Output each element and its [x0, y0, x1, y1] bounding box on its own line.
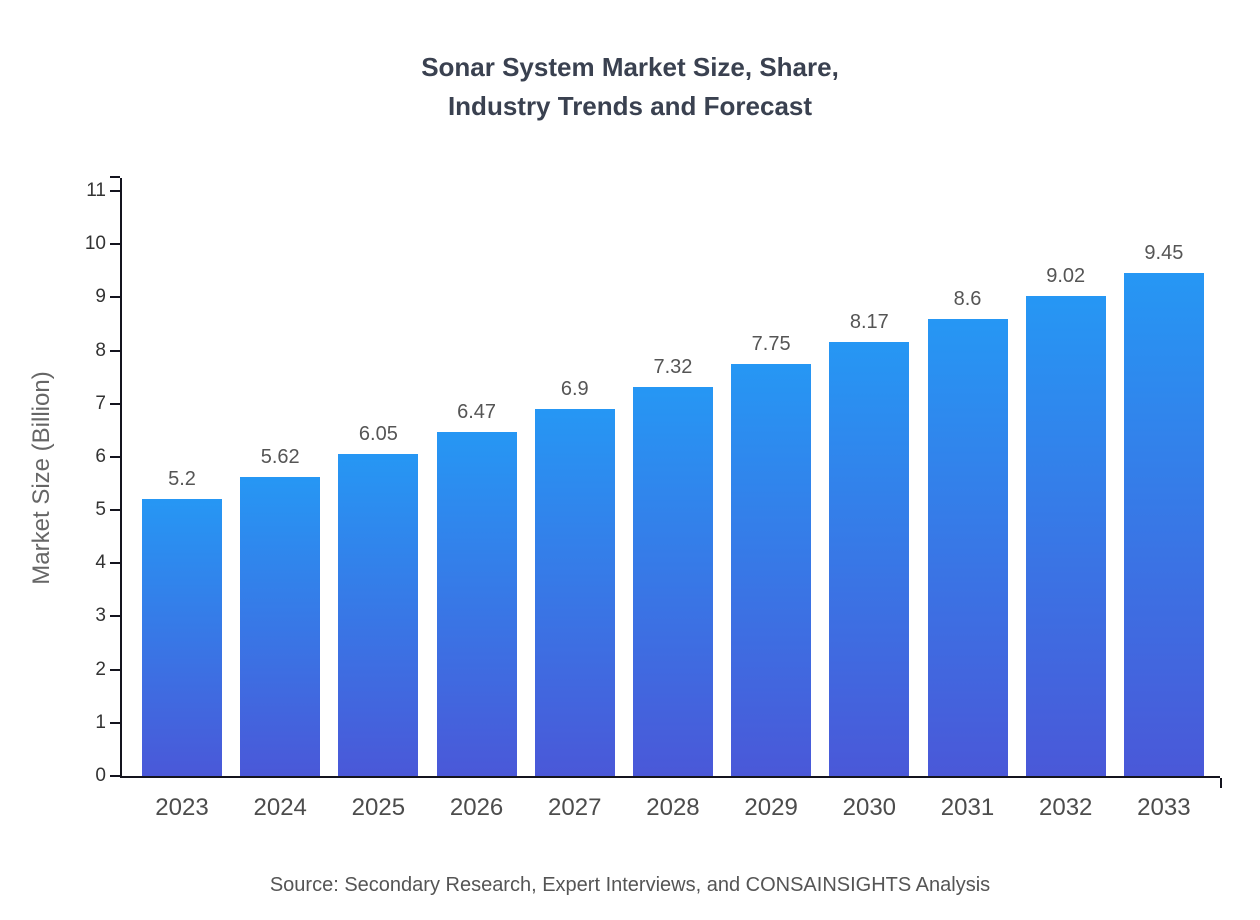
bar-column: 8.6 2031 [927, 178, 1008, 821]
y-axis-tick [110, 402, 120, 405]
y-axis-title: Market Size (Billion) [28, 371, 55, 585]
bar-column: 6.05 2025 [338, 178, 419, 821]
x-axis-tick-label: 2026 [449, 794, 504, 821]
y-axis-tick [110, 775, 120, 777]
y-axis-tick-label: 4 [95, 552, 106, 574]
bar [142, 499, 222, 776]
bar-column: 6.9 2027 [534, 178, 615, 821]
bar-value-label: 6.9 [560, 378, 589, 401]
bar-value-label: 8.6 [953, 287, 982, 310]
y-axis-tick [110, 296, 120, 299]
y-axis-tick [110, 668, 120, 671]
bar [829, 341, 910, 776]
bar-column: 7.75 2029 [731, 178, 812, 821]
bars-group: 5.2 2023 5.62 2024 6.05 2025 6.47 2026 6.9 2027 7.… [142, 178, 1204, 821]
chart-title-line2: Industry Trends and Forecast [447, 91, 813, 121]
x-axis-tick-label: 2028 [646, 794, 700, 821]
bar-column: 5.2 2023 [142, 178, 222, 821]
bar-value-label: 5.2 [168, 468, 196, 491]
y-axis-tick-label: 1 [95, 711, 106, 733]
plot-area: 5.2 2023 5.62 2024 6.05 2025 6.47 2026 6.9 2027 7.… [85, 176, 1222, 821]
bar-column: 9.02 2032 [1025, 178, 1106, 821]
bar-column: 8.17 2030 [829, 178, 910, 821]
source-note: Source: Secondary Research, Expert Inter… [269, 874, 991, 896]
y-axis-tick [110, 615, 120, 618]
x-axis-tick-label: 2024 [253, 794, 307, 821]
x-axis-tick-label: 2033 [1137, 794, 1191, 821]
chart-title-line1: Sonar System Market Size, Share, [421, 52, 839, 82]
bar [534, 409, 615, 776]
x-axis-tick-label: 2032 [1038, 794, 1093, 821]
y-axis-tick-label: 7 [95, 392, 106, 414]
bar-value-label: 9.45 [1144, 242, 1184, 265]
y-axis-tick-label: 11 [86, 180, 106, 201]
y-axis-tick [110, 243, 120, 246]
x-axis-tick-label: 2025 [351, 794, 406, 821]
bar-value-label: 8.17 [849, 310, 889, 333]
x-axis-tick-label: 2023 [155, 794, 209, 821]
x-axis-tick-label: 2030 [842, 794, 897, 821]
bar-value-label: 5.62 [260, 446, 300, 469]
y-axis-tick-label: 0 [95, 765, 106, 786]
bar [338, 454, 419, 776]
y-axis-tick-label: 9 [95, 286, 106, 308]
bar [731, 363, 812, 776]
y-axis-tick [110, 562, 120, 565]
bar-column: 7.32 2028 [632, 178, 713, 821]
bar [1025, 296, 1106, 776]
y-axis-tick-label: 10 [84, 233, 106, 255]
y-axis-tick [110, 721, 120, 724]
y-axis-tick [110, 349, 120, 352]
y-axis-tick-label: 5 [95, 499, 106, 521]
chart-area: Market Size (Billion) 5.2 2023 5.62 2024 6.0… [28, 176, 1222, 821]
y-axis-tick-label: 2 [95, 658, 106, 680]
bar-value-label: 6.47 [457, 400, 497, 423]
y-axis-end-tick [110, 176, 120, 178]
bar [240, 477, 321, 776]
x-axis-tick-label: 2029 [744, 794, 798, 821]
bar [632, 386, 713, 776]
bar-column: 9.45 2033 [1123, 178, 1204, 821]
bar [927, 318, 1008, 776]
y-axis-tick [110, 190, 120, 192]
bar [436, 431, 517, 776]
bar-value-label: 9.02 [1046, 265, 1086, 288]
y-axis-tick-label: 3 [95, 605, 106, 627]
x-axis-tick-label: 2031 [940, 794, 995, 821]
bar-value-label: 6.05 [358, 423, 398, 446]
bar-value-label: 7.75 [751, 332, 791, 355]
bar-column: 5.62 2024 [240, 178, 321, 821]
y-axis-tick-label: 6 [95, 445, 106, 467]
bar [1123, 273, 1204, 776]
x-axis-tick-label: 2027 [548, 794, 602, 821]
y-axis-tick-label: 8 [95, 339, 106, 361]
chart-title: Sonar System Market Size, Share, Industr… [0, 48, 1260, 126]
y-axis-tick [110, 509, 120, 512]
y-axis-tick [110, 455, 120, 458]
bar-column: 6.47 2026 [436, 178, 517, 821]
x-axis-end-tick [1220, 778, 1222, 788]
bar-value-label: 7.32 [653, 355, 693, 378]
